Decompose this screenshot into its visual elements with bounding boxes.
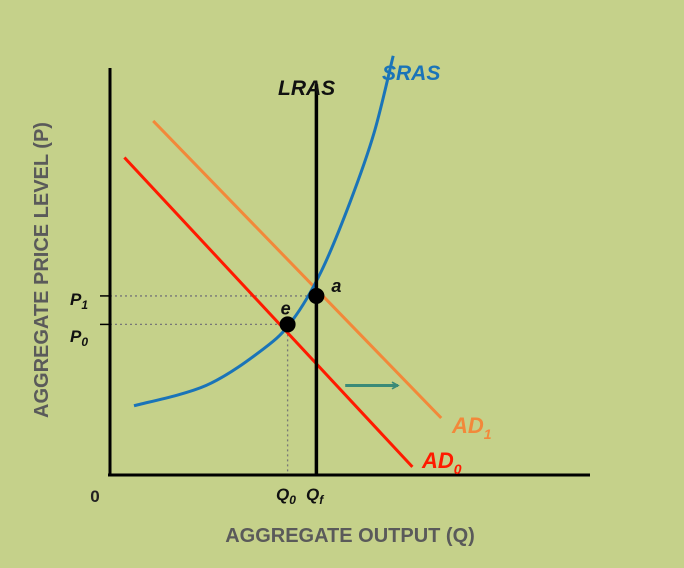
qf-tick-label: Qf [306,485,324,507]
point-a-label: a [331,276,341,296]
x-axis-label: AGGREGATE OUTPUT (Q) [225,525,475,547]
lras-label: LRAS [278,77,335,100]
equilibrium-point-e [279,316,296,333]
ad1-label: AD1 [451,413,492,442]
ad0-curve [123,156,414,468]
sras-curve [133,55,395,408]
ad1-curve [152,119,443,420]
p1-tick-label: P1 [70,290,88,312]
p0-tick-label: P0 [70,327,88,349]
ad0-label: AD0 [421,448,462,477]
sras-label: SRAS [382,62,440,85]
point-e-label: e [281,298,291,318]
y-axis-label: AGGREGATE PRICE LEVEL (P) [31,122,53,418]
equilibrium-point-a [308,287,325,304]
q0-tick-label: Q0 [276,485,296,507]
origin-label: 0 [90,487,99,506]
